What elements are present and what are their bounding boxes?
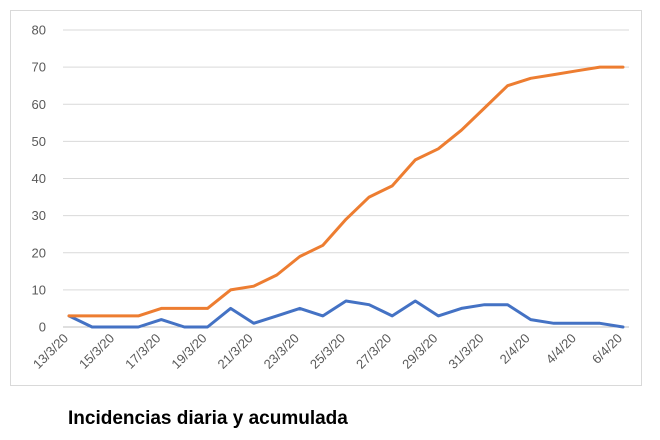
- x-tick-label: 23/3/20: [261, 331, 302, 372]
- line-chart: 0 10 20 30 40 50 60 70 80 13/3/20 15/3/20 17/3/20 19…: [30, 23, 629, 372]
- x-tick-label: 27/3/20: [353, 331, 394, 372]
- x-tick-label: 29/3/20: [399, 331, 440, 372]
- x-tick-label: 19/3/20: [168, 331, 209, 372]
- chart-area: 0 10 20 30 40 50 60 70 80 13/3/20 15/3/20 17/3/20 19…: [10, 10, 642, 386]
- chart-caption: Incidencias diaria y acumulada: [68, 408, 348, 429]
- y-tick-label-0: 0: [39, 320, 46, 335]
- x-tick-label: 31/3/20: [445, 331, 486, 372]
- y-tick-label-40: 40: [32, 171, 46, 186]
- x-tick-label: 25/3/20: [307, 331, 348, 372]
- y-tick-label-20: 20: [32, 245, 46, 260]
- y-tick-label-60: 60: [32, 97, 46, 112]
- y-tick-label-70: 70: [32, 60, 46, 75]
- x-tick-label: 2/4/20: [497, 331, 533, 367]
- y-tick-label-10: 10: [32, 282, 46, 297]
- series-line-2: [67, 65, 625, 318]
- x-tick-label: 21/3/20: [215, 331, 256, 372]
- x-tick-label: 17/3/20: [122, 331, 163, 372]
- x-tick-label: 6/4/20: [589, 331, 625, 367]
- y-tick-label-30: 30: [32, 208, 46, 223]
- y-tick-label-50: 50: [32, 134, 46, 149]
- series-line-1: [67, 299, 625, 329]
- y-tick-label-80: 80: [32, 23, 46, 38]
- x-tick-label: 15/3/20: [76, 331, 117, 372]
- x-tick-label: 4/4/20: [543, 331, 579, 367]
- x-tick-label: 13/3/20: [30, 331, 71, 372]
